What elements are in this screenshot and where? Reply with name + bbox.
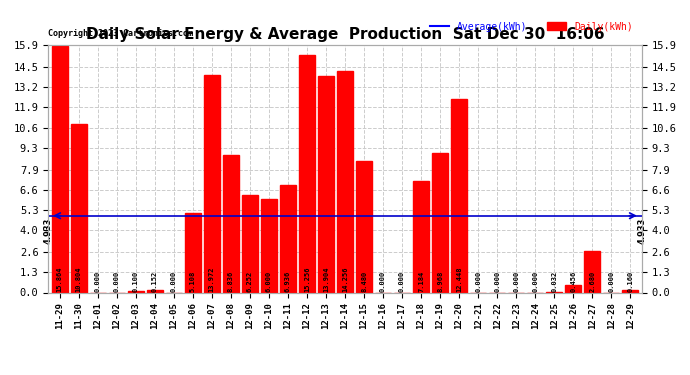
- Bar: [318, 76, 334, 292]
- Text: 15.864: 15.864: [57, 267, 63, 292]
- Text: 5.108: 5.108: [190, 271, 196, 292]
- Bar: [299, 55, 315, 292]
- Bar: [337, 70, 353, 292]
- Bar: [584, 251, 600, 292]
- Bar: [52, 45, 68, 292]
- Text: 12.448: 12.448: [456, 267, 462, 292]
- Bar: [70, 124, 87, 292]
- Text: 0.000: 0.000: [399, 271, 405, 292]
- Text: 8.480: 8.480: [361, 271, 367, 292]
- Text: 0.000: 0.000: [95, 271, 101, 292]
- Text: 0.000: 0.000: [171, 271, 177, 292]
- Text: 2.680: 2.680: [589, 271, 595, 292]
- Text: 6.936: 6.936: [285, 271, 291, 292]
- Text: 0.000: 0.000: [114, 271, 120, 292]
- Text: 0.456: 0.456: [570, 271, 576, 292]
- Bar: [204, 75, 220, 292]
- Text: 14.256: 14.256: [342, 267, 348, 292]
- Text: 4.933: 4.933: [43, 217, 53, 244]
- Bar: [622, 290, 638, 292]
- Bar: [147, 290, 163, 292]
- Bar: [223, 155, 239, 292]
- Bar: [261, 199, 277, 292]
- Text: 6.000: 6.000: [266, 271, 272, 292]
- Text: 0.032: 0.032: [551, 271, 558, 292]
- Bar: [565, 285, 581, 292]
- Text: 4.933: 4.933: [637, 217, 647, 244]
- Text: 10.804: 10.804: [76, 267, 81, 292]
- Text: 13.904: 13.904: [323, 267, 329, 292]
- Text: 0.100: 0.100: [132, 271, 139, 292]
- Text: 0.152: 0.152: [152, 271, 158, 292]
- Text: 0.160: 0.160: [627, 271, 633, 292]
- Text: 0.000: 0.000: [609, 271, 614, 292]
- Text: 0.000: 0.000: [494, 271, 500, 292]
- Bar: [356, 160, 372, 292]
- Text: 15.256: 15.256: [304, 267, 310, 292]
- Text: 0.000: 0.000: [475, 271, 481, 292]
- Legend: Average(kWh), Daily(kWh): Average(kWh), Daily(kWh): [426, 18, 637, 36]
- Text: 8.968: 8.968: [437, 271, 443, 292]
- Text: Copyright 2023 Cartronics.com: Copyright 2023 Cartronics.com: [48, 28, 193, 38]
- Text: 6.252: 6.252: [247, 271, 253, 292]
- Bar: [185, 213, 201, 292]
- Bar: [241, 195, 258, 292]
- Bar: [451, 99, 467, 292]
- Text: 0.000: 0.000: [513, 271, 519, 292]
- Text: 0.000: 0.000: [380, 271, 386, 292]
- Bar: [432, 153, 448, 292]
- Bar: [128, 291, 144, 292]
- Bar: [280, 184, 296, 292]
- Bar: [413, 181, 429, 292]
- Text: 8.836: 8.836: [228, 271, 234, 292]
- Text: 13.972: 13.972: [209, 267, 215, 292]
- Title: Daily Solar Energy & Average  Production  Sat Dec 30  16:06: Daily Solar Energy & Average Production …: [86, 27, 604, 42]
- Text: 7.184: 7.184: [418, 271, 424, 292]
- Text: 0.000: 0.000: [532, 271, 538, 292]
